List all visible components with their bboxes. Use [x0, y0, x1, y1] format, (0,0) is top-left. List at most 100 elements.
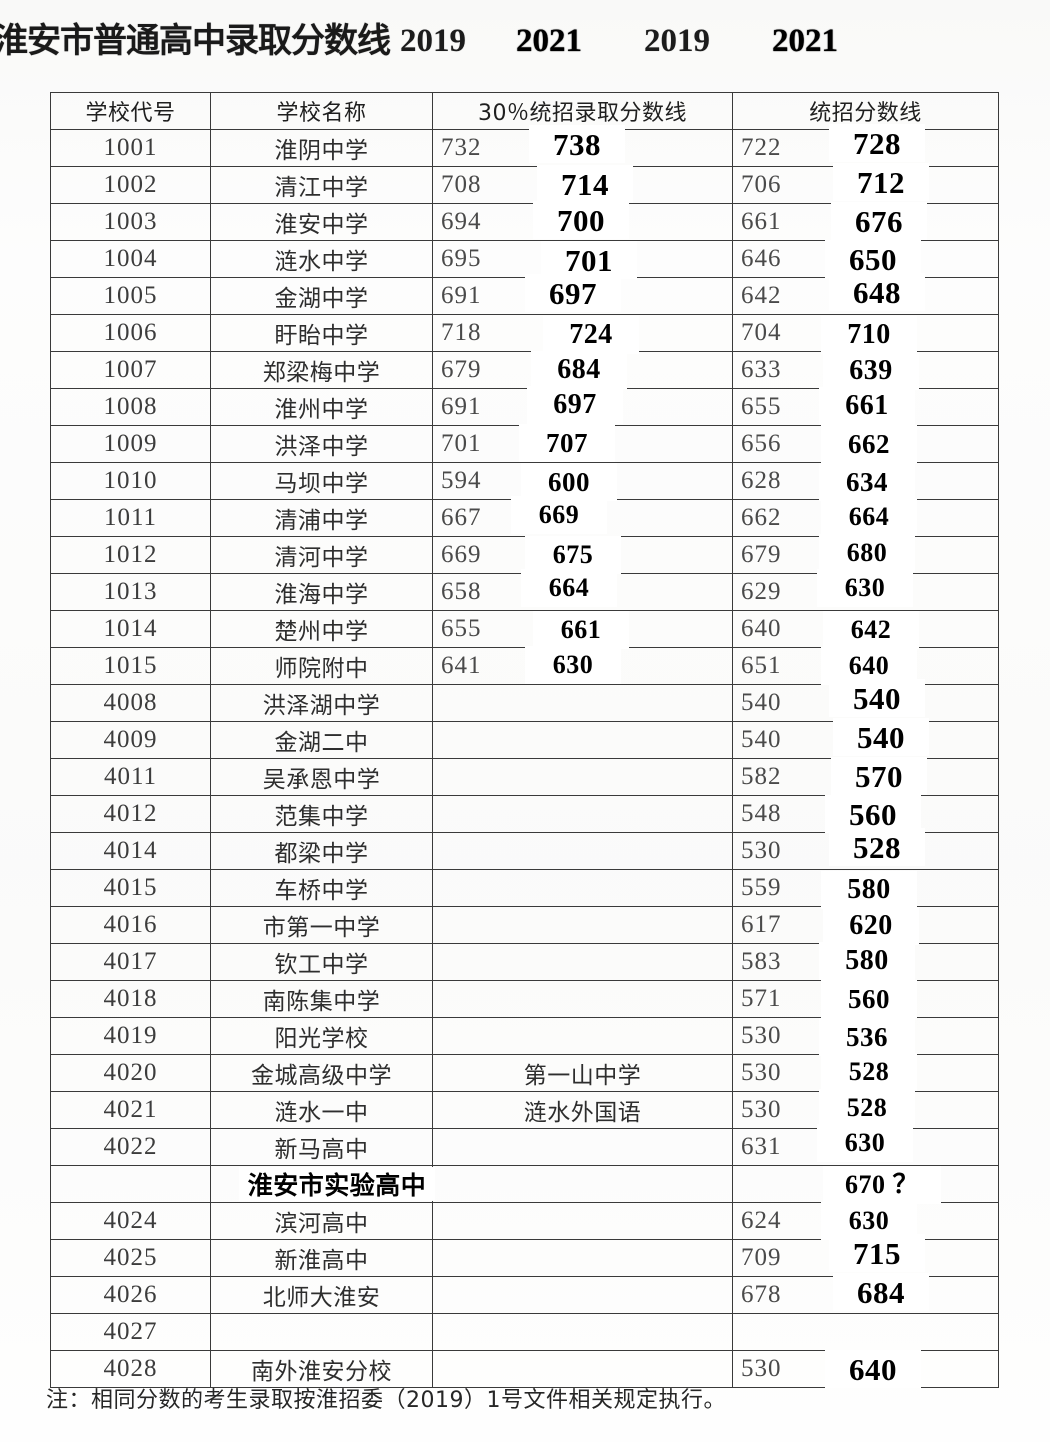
cell-thirty-percent-line	[432, 1128, 733, 1166]
thirty-percent-2019-value: 658	[441, 578, 482, 605]
table-row: 1012 清河中学 669 675 679 680	[50, 534, 999, 574]
cell-school-code: 1004	[50, 240, 211, 278]
unified-2021-value: 670 ？	[823, 1166, 941, 1204]
unified-2021-value: 680	[819, 534, 915, 572]
cell-thirty-percent-line	[432, 943, 733, 981]
table-row: 4021 涟水一中 涟水外国语 530 528	[50, 1089, 999, 1129]
school-name-text: 金湖中学	[274, 286, 369, 312]
cell-thirty-percent-line	[432, 1165, 733, 1203]
table-row: 4019 阳光学校 530 536	[50, 1017, 999, 1056]
unified-2021-value: 684	[833, 1273, 929, 1311]
school-name-text: 市第一中学	[262, 915, 381, 941]
cell-unified-line: 661 676	[732, 202, 999, 241]
cell-school-name: 淮安市实验高中	[210, 1165, 435, 1203]
thirty-percent-2021-value: 714	[537, 165, 633, 203]
cell-school-code: 4021	[50, 1091, 211, 1129]
cell-unified-line: 530 528	[732, 1053, 999, 1092]
unified-2021-value: 620	[823, 907, 919, 945]
cell-unified-line: 559 580	[732, 869, 999, 909]
cell-unified-line: 628 634	[732, 462, 999, 501]
thirty-percent-2021-value: 697	[525, 274, 621, 312]
cell-thirty-percent-line: 655 661	[432, 610, 733, 649]
unified-2021-value: 662	[821, 425, 917, 463]
table-row: 4008 洪泽湖中学 540 540	[50, 679, 999, 722]
header-year-2021-thirty: 2021	[516, 22, 582, 59]
school-name-text: 阳光学校	[274, 1026, 369, 1052]
thirty-percent-2019-value: 718	[441, 319, 482, 346]
cell-unified-line	[732, 1313, 999, 1351]
school-name-text: 北师大淮安	[262, 1285, 381, 1311]
table-row: 1009 洪泽中学 701 707 656 662	[50, 424, 999, 463]
cell-school-code: 4028	[50, 1350, 211, 1388]
cell-alt-school-name: 第一山中学	[523, 1063, 642, 1089]
cell-thirty-percent-line: 708 714	[432, 165, 733, 204]
cell-school-name: 涟水一中	[210, 1091, 433, 1129]
unified-2019-value: 642	[741, 282, 782, 309]
page-title: 淮安市普通高中录取分数线	[0, 21, 391, 61]
cell-thirty-percent-line: 695 701	[432, 240, 733, 279]
cell-school-code: 1008	[50, 388, 211, 426]
cell-thirty-percent-line	[432, 869, 733, 907]
thirty-percent-2019-value: 695	[441, 245, 482, 272]
cell-school-name: 楚州中学	[210, 610, 433, 648]
cell-school-code: 1015	[50, 647, 211, 685]
cell-school-name: 车桥中学	[210, 869, 433, 907]
school-name-text: 清江中学	[274, 175, 369, 201]
cell-unified-line: 530 640	[732, 1350, 999, 1388]
thirty-percent-2019-value: 669	[441, 541, 482, 568]
cell-thirty-percent-line: 732 738	[432, 125, 733, 167]
cell-school-name: 阳光学校	[210, 1017, 433, 1055]
thirty-percent-2019-value: 667	[441, 504, 482, 531]
unified-2019-value: 655	[741, 393, 782, 420]
cell-school-code: 4027	[50, 1313, 211, 1351]
cell-school-name: 金城高级中学	[210, 1054, 433, 1092]
table-row: 4014 都梁中学 530 528	[50, 828, 999, 870]
cell-school-name: 都梁中学	[210, 832, 433, 870]
thirty-percent-2019-value: 694	[441, 208, 482, 235]
unified-2019-value: 640	[741, 615, 782, 642]
cell-unified-line: 629 630	[732, 569, 999, 611]
column-header-school-name: 学校名称	[210, 92, 433, 130]
school-name-text: 洪泽湖中学	[262, 693, 381, 719]
cell-unified-line: 583 580	[732, 942, 999, 981]
header-year-2021-unified: 2021	[772, 22, 838, 59]
cell-unified-line: 709 715	[732, 1234, 999, 1277]
table-row: 1015 师院附中 641 630 651 640	[50, 646, 999, 685]
cell-school-name: 洪泽中学	[210, 425, 433, 463]
cell-unified-line: 640 642	[732, 610, 999, 649]
thirty-percent-2021-value: 724	[543, 316, 639, 354]
cell-thirty-percent-line	[432, 1313, 733, 1351]
unified-2021-value: 630	[817, 1124, 913, 1162]
school-name-text: 金湖二中	[274, 730, 369, 756]
school-name-text: 马坝中学	[274, 471, 369, 497]
table-body: 1001 淮阴中学 732 738 722 728 1002 清江中学 708 714 706 712…	[50, 124, 999, 1388]
cell-thirty-percent-line	[432, 721, 733, 759]
unified-2019-value: 628	[741, 467, 782, 494]
school-name-text: 车桥中学	[274, 878, 369, 904]
cell-unified-line: 633 639	[732, 351, 999, 390]
cell-school-code: 4017	[50, 943, 211, 981]
table-row: 1013 淮海中学 658 664 629 630	[50, 569, 999, 611]
thirty-percent-2021-value: 664	[521, 569, 617, 607]
thirty-percent-2021-value: 697	[527, 386, 623, 424]
school-name-text: 淮州中学	[274, 397, 369, 423]
school-name-text: 都梁中学	[274, 841, 369, 867]
table-row: 1014 楚州中学 655 661 640 642	[50, 610, 999, 649]
school-name-text: 滨河高中	[274, 1211, 369, 1237]
cell-school-code: 4016	[50, 906, 211, 944]
cell-school-name: 新马高中	[210, 1128, 433, 1166]
cell-unified-line: 679 680	[732, 534, 999, 574]
cell-thirty-percent-line: 669 675	[432, 536, 733, 574]
unified-2019-value: 548	[741, 800, 782, 827]
cell-school-code: 4025	[50, 1239, 211, 1277]
column-header-thirty-pct: 30％统招录取分数线	[432, 92, 733, 130]
unified-2021-value: 715	[829, 1234, 925, 1272]
table-row: 4015 车桥中学 559 580	[50, 869, 999, 909]
school-name-text: 范集中学	[274, 804, 369, 830]
cell-alt-school-name: 涟水外国语	[523, 1100, 642, 1126]
cell-school-name: 马坝中学	[210, 462, 433, 500]
thirty-percent-2021-value: 684	[531, 351, 627, 389]
table-row: 4011 吴承恩中学 582 570	[50, 757, 999, 796]
school-name-text: 清河中学	[274, 545, 369, 571]
